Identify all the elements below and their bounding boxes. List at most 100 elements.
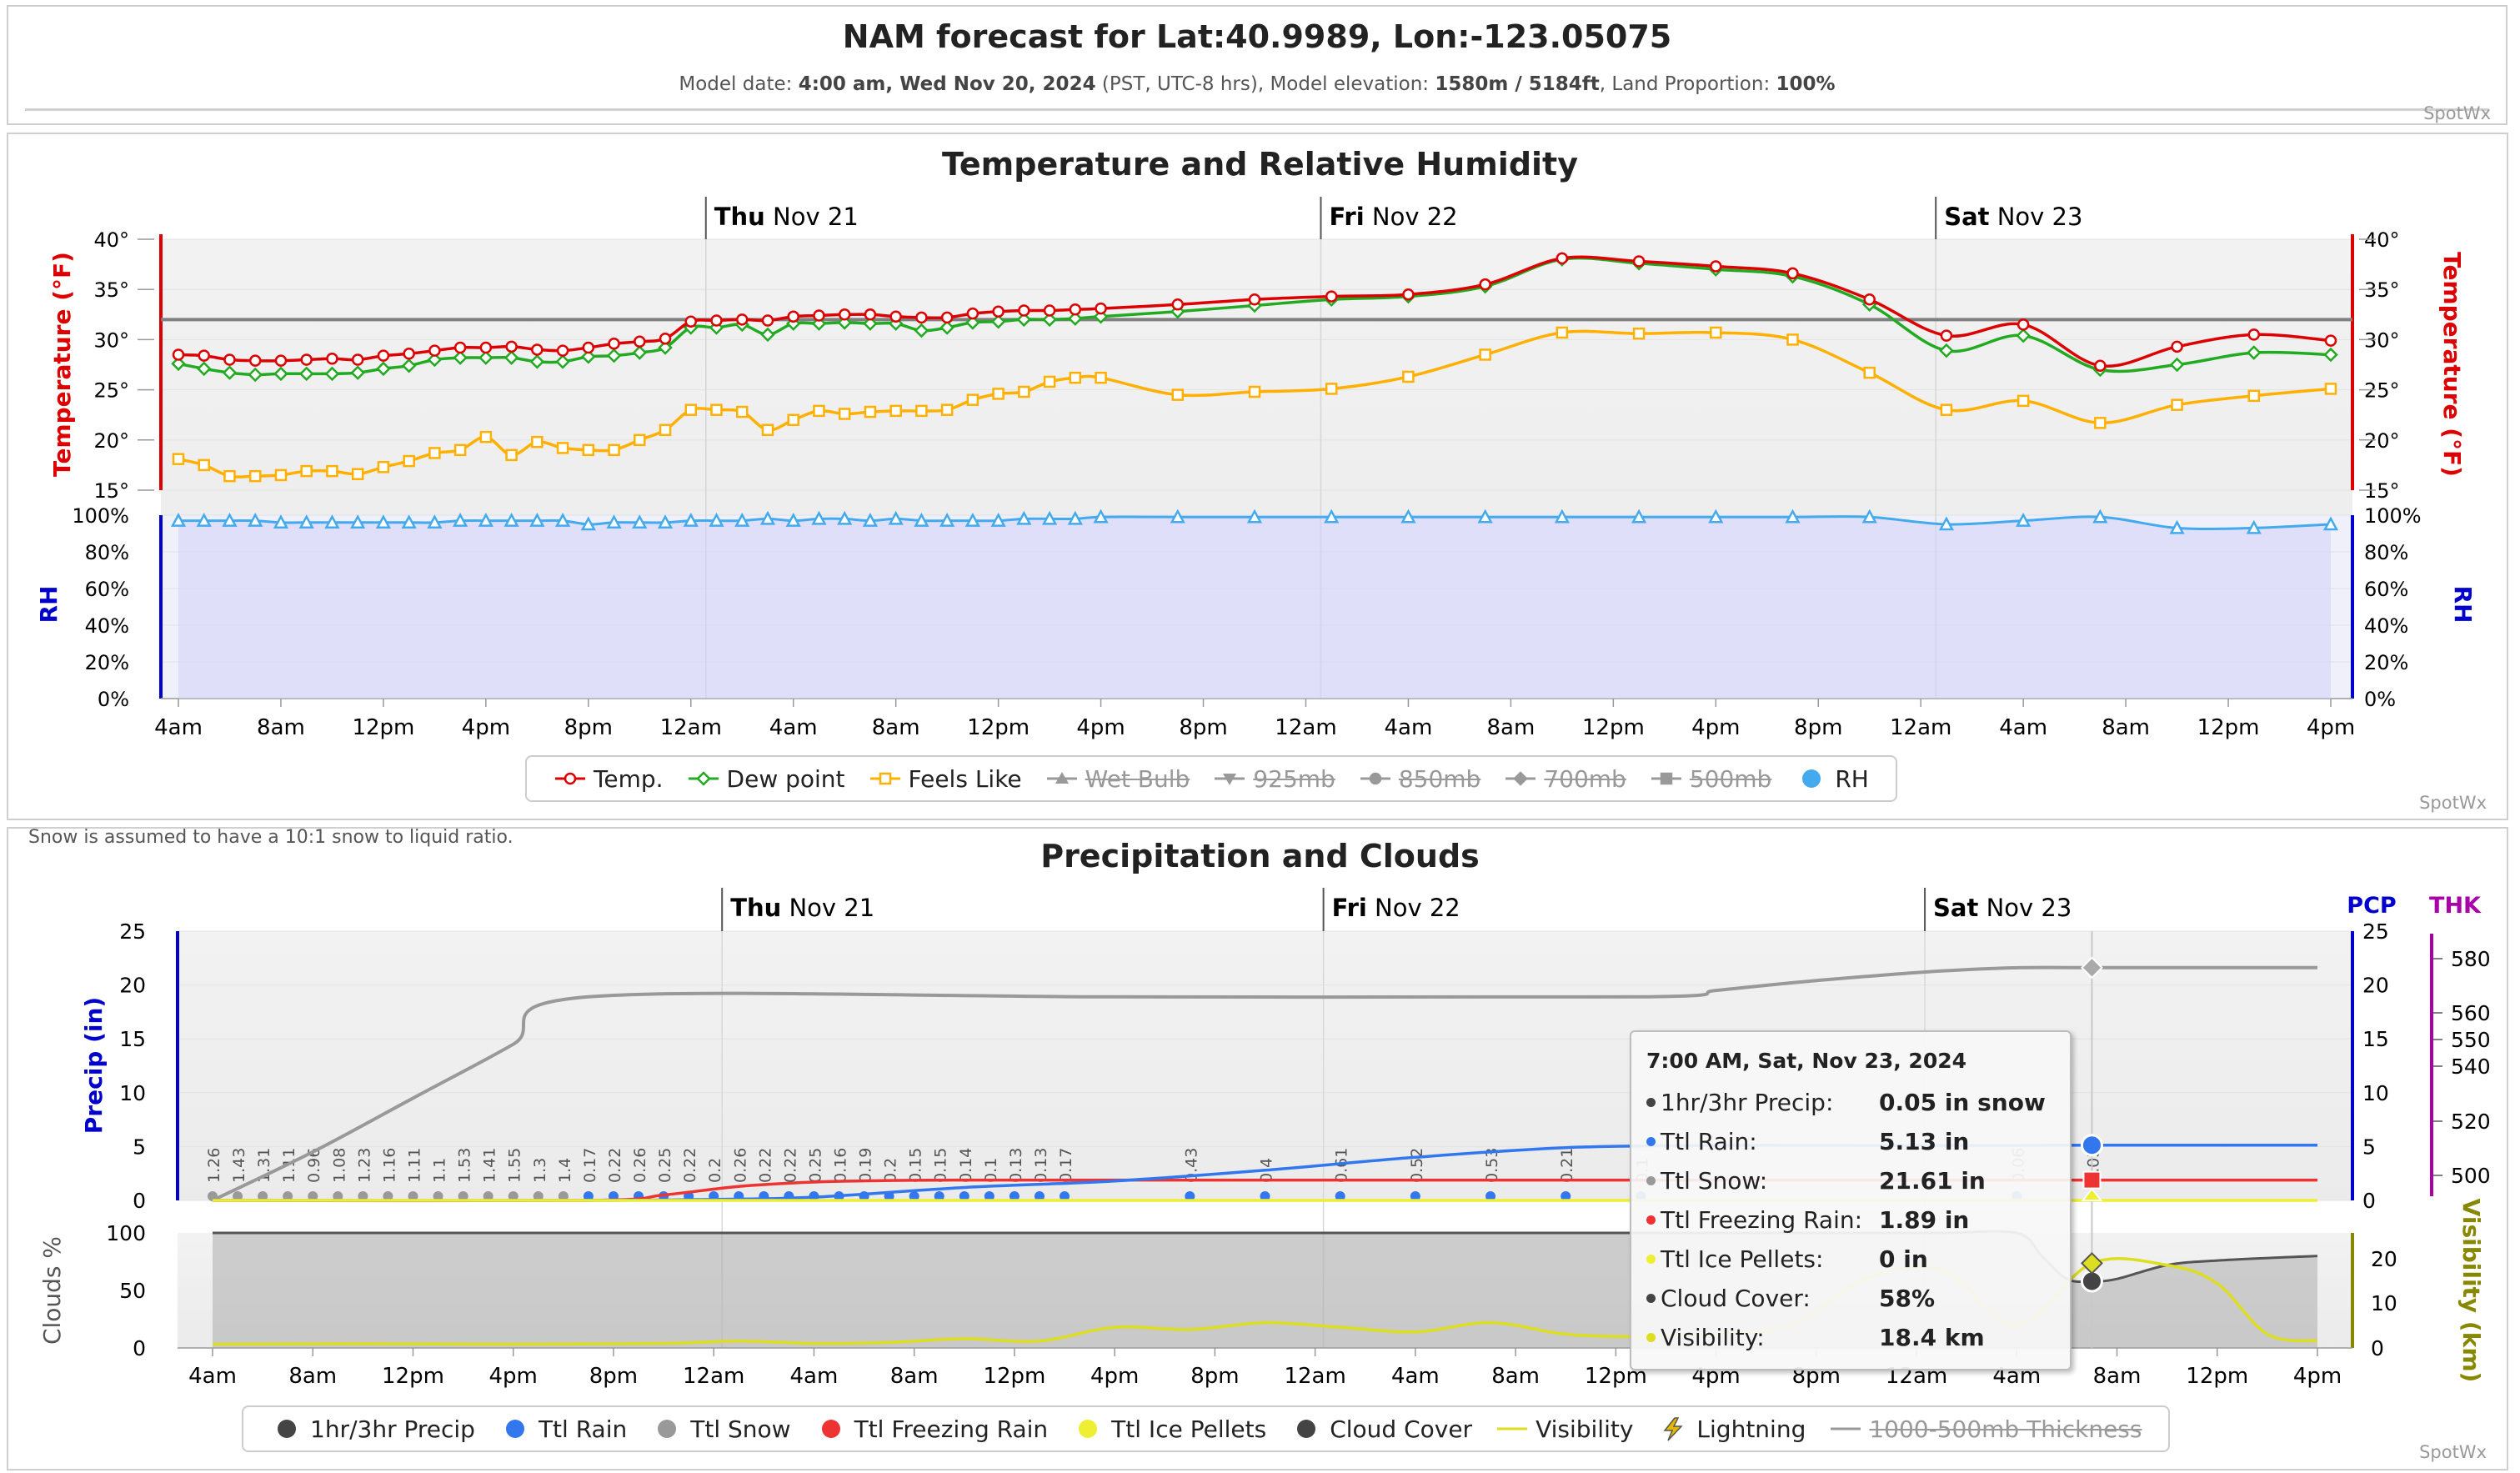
rh-tick-left: 40% bbox=[85, 614, 129, 638]
legend-item-850mb[interactable]: 850mb bbox=[1359, 765, 1480, 793]
rh-legend-symbol bbox=[1802, 769, 1821, 788]
legend-item-thickness[interactable]: 1000-500mb Thickness bbox=[1829, 1415, 2142, 1443]
x-tick-label: 8am bbox=[1486, 715, 1535, 740]
x-tick-label: 4pm bbox=[2307, 715, 2355, 740]
thk-tick: 560 bbox=[2451, 1001, 2491, 1025]
ice-hover-marker bbox=[2081, 1187, 2103, 1201]
legend-item-700mb[interactable]: 700mb bbox=[1504, 765, 1626, 793]
tooltip-bullet-icon bbox=[1646, 1176, 1656, 1185]
temp-point bbox=[1940, 329, 1953, 342]
visibility-tick: 10 bbox=[2371, 1291, 2397, 1315]
x-tick-label: 4pm bbox=[1691, 715, 1740, 740]
hourly-precip-point bbox=[358, 1191, 368, 1201]
legend-item-500mb[interactable]: 500mb bbox=[1650, 765, 1771, 793]
tooltip-value: 0 in bbox=[1879, 1245, 1928, 1273]
hourly-precip-label: 0.22 bbox=[606, 1148, 624, 1183]
temp-point bbox=[453, 341, 467, 354]
legend-item-temp[interactable]: Temp. bbox=[554, 765, 664, 793]
legend-marker bbox=[278, 1420, 296, 1438]
rh-point bbox=[1938, 516, 1955, 531]
temp-tick-left: 25° bbox=[93, 379, 129, 403]
x-tick-label: 4am bbox=[1385, 715, 1433, 740]
spotwx-credit-precip: SpotWx bbox=[2419, 1442, 2487, 1462]
legend-item-lightning[interactable]: Lightning bbox=[1656, 1415, 1806, 1443]
feels-point bbox=[889, 404, 902, 418]
hourly-precip-label: 0.22 bbox=[781, 1148, 799, 1183]
temp-point bbox=[1018, 304, 1030, 317]
feels-point bbox=[1940, 403, 1953, 416]
hourly-precip-label: 0.2 bbox=[706, 1158, 724, 1183]
feels-point bbox=[1043, 375, 1056, 388]
temp-point bbox=[966, 307, 979, 320]
x-tick-label: 12am bbox=[683, 1364, 744, 1389]
x-tick-label: 8am bbox=[2093, 1364, 2142, 1389]
legend-item-ice[interactable]: Ttl Ice Pellets bbox=[1071, 1415, 1266, 1443]
rh-tick-left: 0% bbox=[98, 688, 129, 711]
tooltip-label: Cloud Cover: bbox=[1661, 1285, 1811, 1312]
hourly-precip-point bbox=[1410, 1191, 1420, 1201]
rh-point bbox=[1067, 510, 1083, 525]
temp-point bbox=[505, 340, 518, 353]
legend-item-snow[interactable]: Ttl Snow bbox=[650, 1415, 791, 1443]
legend-item-visibility[interactable]: Visibility bbox=[1495, 1415, 1633, 1443]
feels-point bbox=[710, 403, 723, 416]
precip-tick-left: 15 bbox=[119, 1027, 146, 1051]
dew-legend-symbol bbox=[688, 771, 719, 786]
tooltip-row: Ttl Freezing Rain: 1.89 in bbox=[1646, 1200, 2070, 1240]
precip-tick-right: 20 bbox=[2362, 974, 2389, 998]
legend-item-wetbulb[interactable]: Wet Bulb bbox=[1045, 765, 1190, 793]
feels-point bbox=[505, 448, 518, 462]
legend-marker bbox=[564, 772, 577, 785]
temp-point bbox=[761, 314, 774, 327]
legend-item-rh[interactable]: RH bbox=[1795, 765, 1869, 793]
rh-point bbox=[1324, 509, 1340, 524]
legend-item-dew[interactable]: Dew point bbox=[687, 765, 845, 793]
hourly-precip-point bbox=[934, 1191, 944, 1201]
x-tick-label: 8am bbox=[1491, 1364, 1540, 1389]
dew-point bbox=[2016, 328, 2031, 343]
feels-point bbox=[2324, 383, 2337, 395]
feels-point bbox=[1556, 326, 1569, 339]
temp-tick-left: 30° bbox=[93, 328, 129, 352]
feels-point bbox=[1325, 383, 1338, 395]
tooltip-row: Visibility: 18.4 km bbox=[1646, 1318, 2070, 1357]
legend-item-925mb[interactable]: 925mb bbox=[1213, 765, 1335, 793]
visibility-axis-label: Visibility (km) bbox=[2457, 1199, 2485, 1383]
rh-point bbox=[1246, 509, 1263, 524]
dew-point bbox=[1042, 312, 1057, 328]
legend-item-feels[interactable]: Feels Like bbox=[869, 765, 1022, 793]
snow-legend-symbol bbox=[658, 1420, 677, 1438]
hourly-precip-point bbox=[959, 1191, 969, 1201]
x-tick-label: 4am bbox=[769, 715, 818, 740]
temp-point bbox=[1171, 298, 1185, 311]
rh-point bbox=[683, 512, 699, 527]
legend-item-cloud[interactable]: 1hr/3hr Precip bbox=[270, 1415, 475, 1443]
temp-point bbox=[735, 313, 749, 326]
hover-tooltip: 7:00 AM, Sat, Nov 23, 2024 1hr/3hr Preci… bbox=[1630, 1030, 2072, 1370]
visibility-hover-marker bbox=[2081, 1252, 2103, 1275]
x-tick-label: 4am bbox=[1391, 1364, 1440, 1389]
temp-point bbox=[300, 353, 313, 366]
rh-point bbox=[1631, 509, 1647, 524]
hourly-precip-label: 0.15 bbox=[932, 1148, 950, 1183]
rh-point bbox=[350, 514, 366, 529]
tooltip-row: Ttl Snow: 21.61 in bbox=[1646, 1161, 2070, 1200]
model-meta: Model date: 4:00 am, Wed Nov 20, 2024 (P… bbox=[8, 73, 2506, 95]
dew-point bbox=[453, 350, 468, 365]
temp-point bbox=[1556, 252, 1569, 265]
feels-point bbox=[556, 442, 569, 454]
legend-item-freezing[interactable]: Ttl Freezing Rain bbox=[814, 1415, 1048, 1443]
temp-point bbox=[1095, 302, 1107, 315]
legend-item-rain[interactable]: Ttl Rain bbox=[498, 1415, 627, 1443]
legend-label: Ttl Snow bbox=[690, 1415, 791, 1443]
hourly-precip-label: 0.25 bbox=[806, 1148, 824, 1183]
rh-axis-label-right: RH bbox=[2449, 586, 2477, 624]
dew-point bbox=[2169, 357, 2185, 373]
feels-point bbox=[864, 405, 877, 418]
x-tick-label: 12am bbox=[1890, 715, 1951, 740]
legend-label: Visibility bbox=[1536, 1415, 1634, 1443]
temp-point bbox=[813, 309, 825, 322]
legend-item-cloud[interactable]: Cloud Cover bbox=[1290, 1415, 1472, 1443]
legend-marker bbox=[505, 1420, 524, 1438]
thk-tick: 550 bbox=[2451, 1028, 2491, 1052]
